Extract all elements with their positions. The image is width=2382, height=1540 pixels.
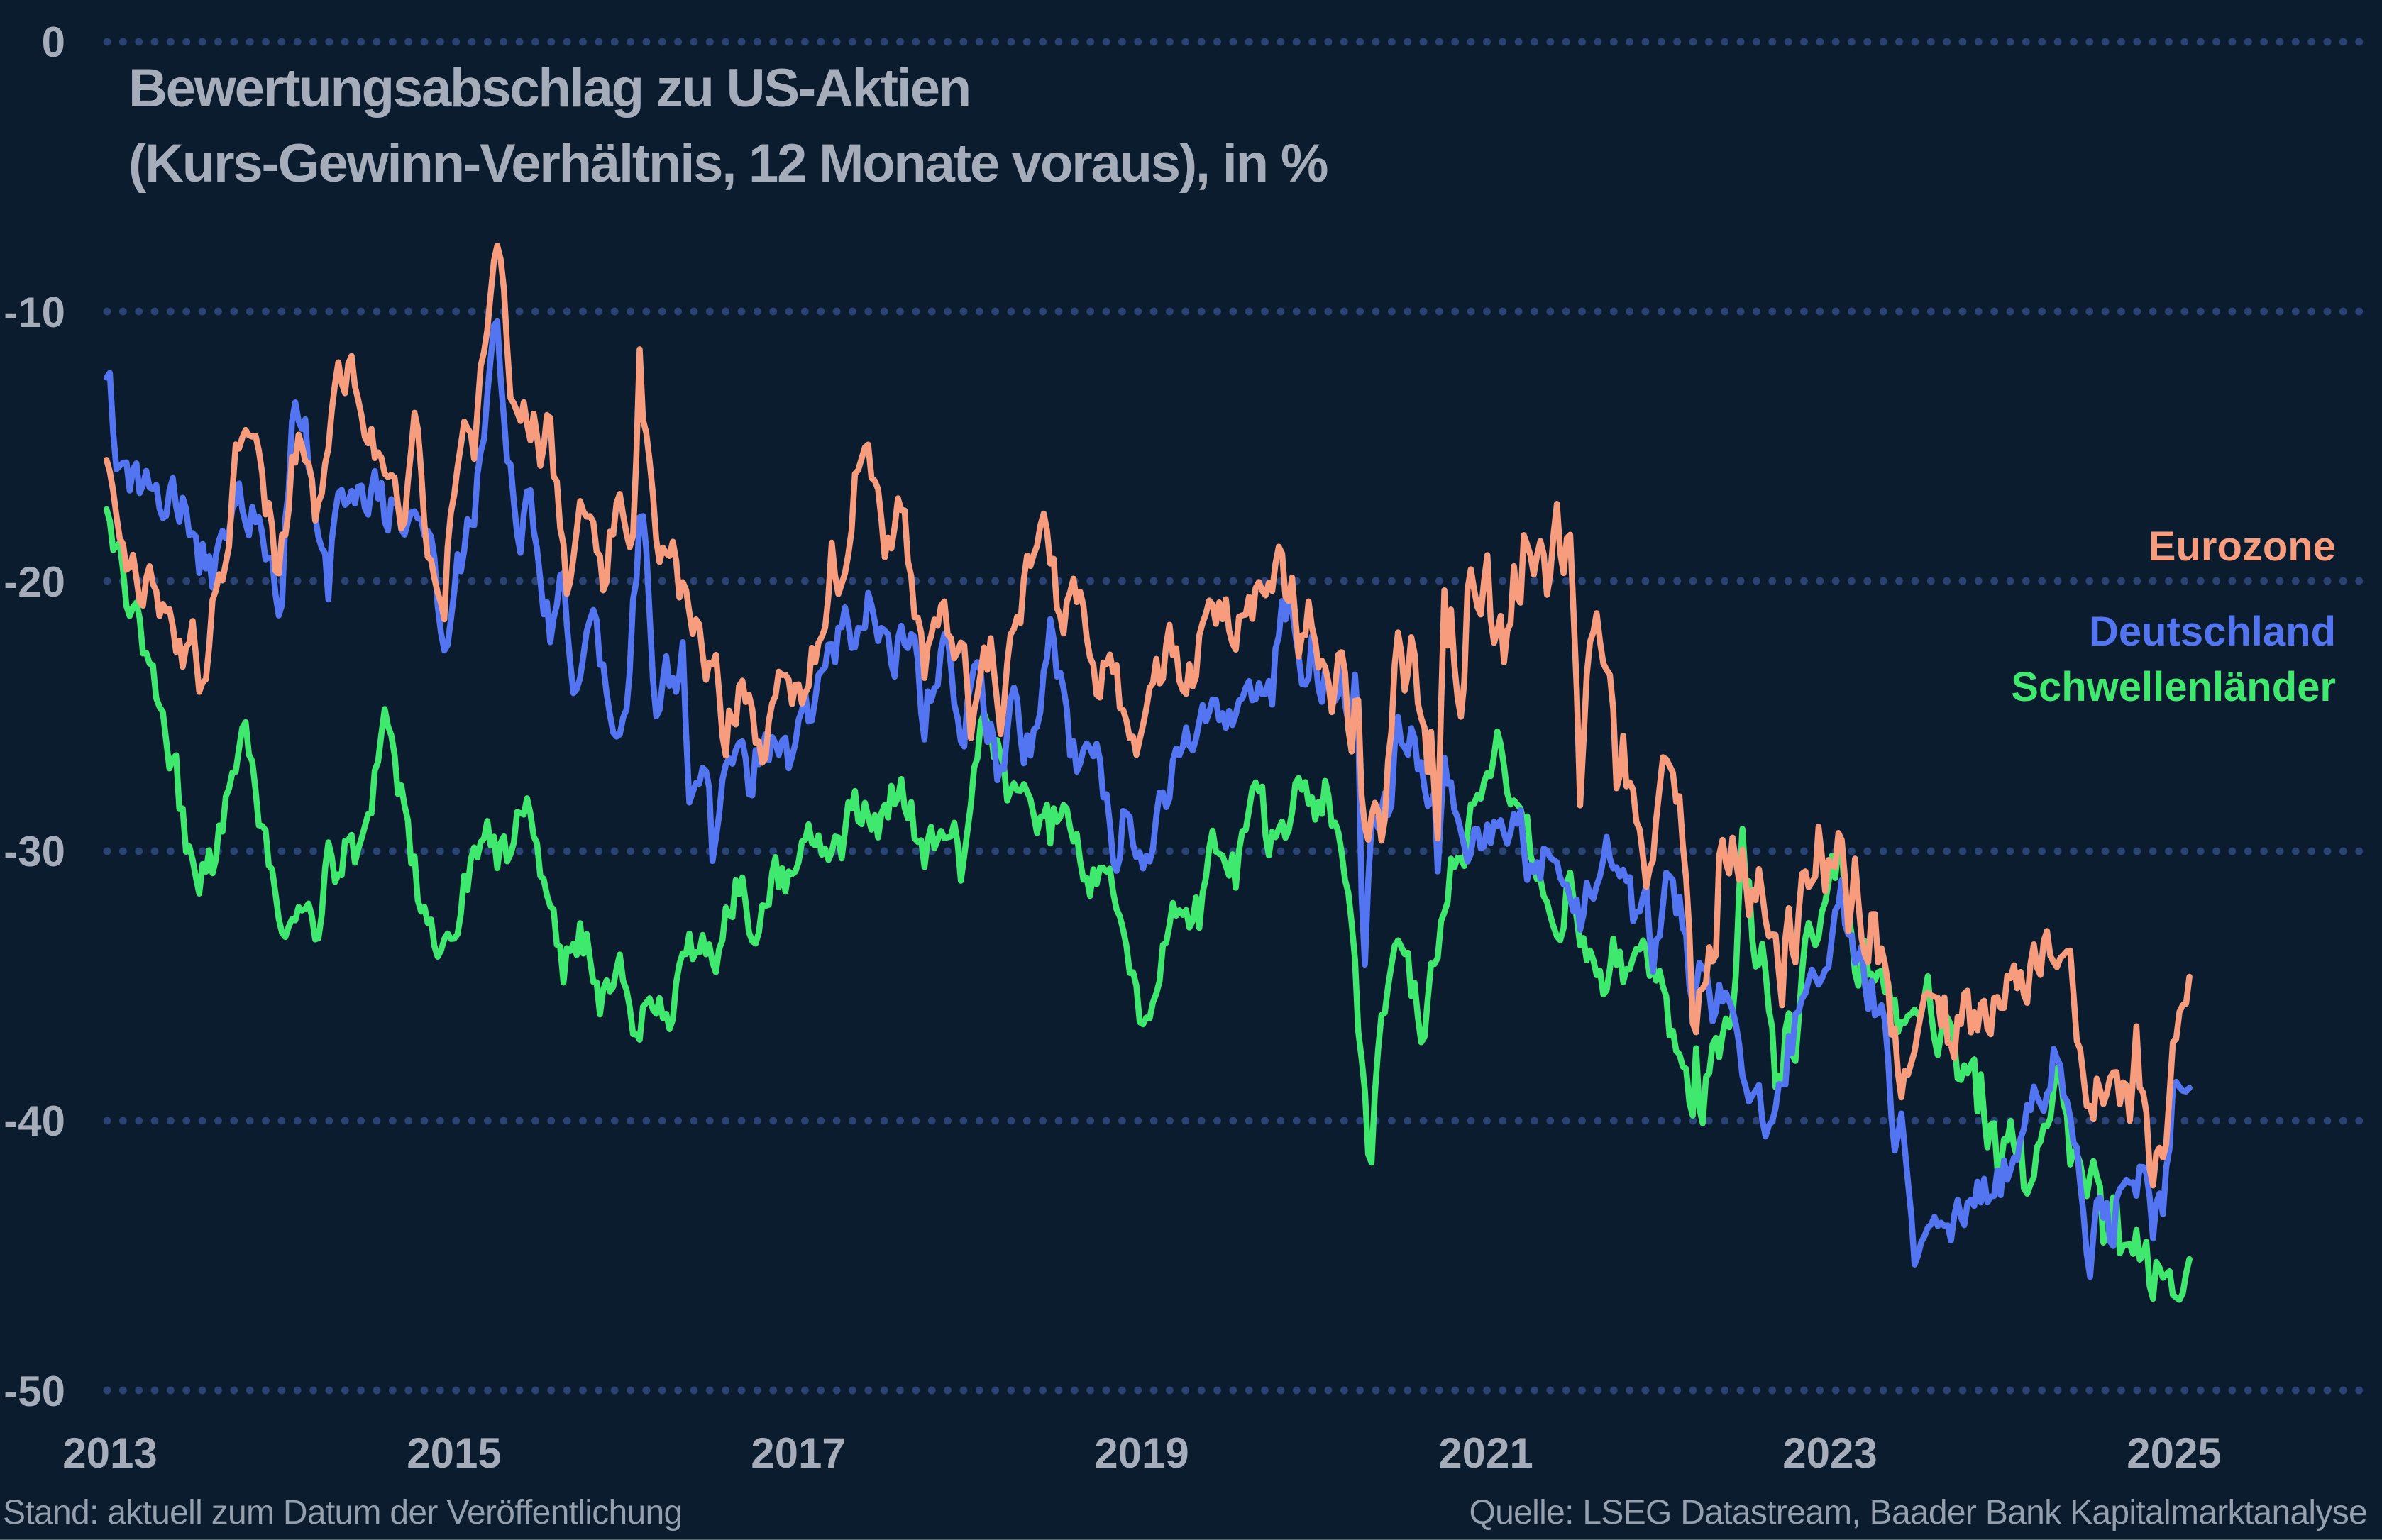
svg-text:-40: -40 xyxy=(4,1097,65,1145)
svg-text:Stand: aktuell zum Datum der V: Stand: aktuell zum Datum der Veröffentli… xyxy=(3,1494,683,1531)
svg-text:2019: 2019 xyxy=(1094,1429,1189,1477)
svg-text:2013: 2013 xyxy=(62,1429,157,1477)
svg-text:Eurozone: Eurozone xyxy=(2149,524,2336,570)
svg-text:2017: 2017 xyxy=(751,1429,845,1477)
svg-text:-10: -10 xyxy=(4,289,65,336)
svg-text:0: 0 xyxy=(42,18,65,66)
svg-text:Quelle: LSEG Datastream, Baade: Quelle: LSEG Datastream, Baader Bank Kap… xyxy=(1470,1494,2367,1531)
svg-text:-50: -50 xyxy=(4,1368,65,1415)
svg-text:-20: -20 xyxy=(4,558,65,606)
svg-text:(Kurs-Gewinn-Verhältnis, 12 Mo: (Kurs-Gewinn-Verhältnis, 12 Monate vorau… xyxy=(128,133,1328,194)
svg-text:2021: 2021 xyxy=(1438,1429,1533,1477)
svg-text:2015: 2015 xyxy=(407,1429,501,1477)
svg-text:Schwellenländer: Schwellenländer xyxy=(2011,664,2336,710)
svg-text:2025: 2025 xyxy=(2127,1429,2221,1477)
svg-text:Deutschland: Deutschland xyxy=(2089,609,2336,655)
svg-text:Bewertungsabschlag zu US-Aktie: Bewertungsabschlag zu US-Aktien xyxy=(128,58,970,118)
svg-text:-30: -30 xyxy=(4,828,65,875)
svg-text:2023: 2023 xyxy=(1782,1429,1877,1477)
